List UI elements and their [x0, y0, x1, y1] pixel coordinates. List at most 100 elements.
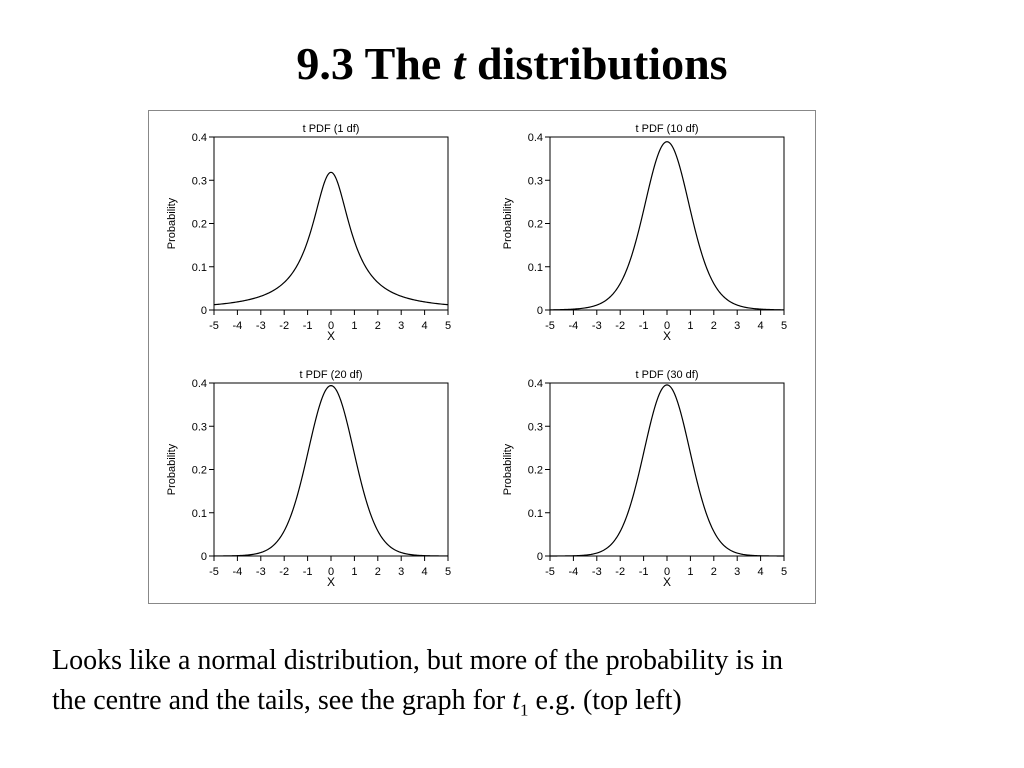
- x-tick-label: 1: [687, 566, 693, 578]
- caption-line-2-suffix: e.g. (top left): [528, 685, 682, 716]
- y-tick-label: 0.1: [192, 508, 207, 520]
- x-tick-label: 4: [422, 566, 428, 578]
- y-tick-label: 0.3: [528, 421, 543, 433]
- y-tick-label: 0.2: [528, 465, 543, 477]
- chart-title: t PDF (10 df): [636, 123, 699, 135]
- x-tick-label: -3: [592, 566, 602, 578]
- y-tick-label: 0.3: [528, 175, 543, 187]
- y-tick-label: 0: [537, 305, 543, 317]
- y-tick-label: 0.4: [528, 378, 543, 390]
- y-axis-label: Probability: [502, 443, 514, 495]
- x-tick-label: 3: [398, 566, 404, 578]
- figure-frame: t PDF (1 df) 0 0.1 0.2 0.3 0.4 -5 -4 -3 -2 -1 0 1 2 3 4…: [148, 110, 816, 604]
- y-tick-label: 0: [201, 551, 207, 563]
- x-tick-label: -5: [209, 566, 219, 578]
- x-tick-label: 4: [758, 566, 764, 578]
- x-tick-label: 5: [781, 320, 787, 332]
- y-tick-label: 0.1: [528, 508, 543, 520]
- y-tick-label: 0.2: [528, 219, 543, 231]
- slide-title-suffix: distributions: [465, 38, 728, 89]
- x-tick-label: 0: [664, 566, 670, 578]
- y-tick-label: 0.1: [192, 262, 207, 274]
- t-distribution-figure: t PDF (1 df) 0 0.1 0.2 0.3 0.4 -5 -4 -3 -2 -1 0 1 2 3 4…: [166, 123, 787, 589]
- caption-line-2-prefix: the centre and the tails, see the graph …: [52, 685, 513, 716]
- slide-title-prefix: 9.3 The: [296, 38, 453, 89]
- x-tick-label: -4: [569, 566, 579, 578]
- chart-panel-2: t PDF (10 df) 0 0.1 0.2 0.3 0.4 -5 -4 -3 -2 -1 0 1 2 3…: [502, 123, 787, 343]
- plot-frame: [549, 382, 785, 557]
- x-tick-label: -4: [233, 320, 243, 332]
- x-tick-label: 3: [398, 320, 404, 332]
- x-tick-label: -4: [233, 566, 243, 578]
- y-tick-label: 0.4: [528, 132, 543, 144]
- x-axis-label: X: [663, 329, 671, 343]
- y-axis-label: Probability: [166, 197, 178, 249]
- plot-frame: [549, 136, 785, 311]
- x-tick-label: -5: [545, 566, 555, 578]
- x-tick-label: -4: [569, 320, 579, 332]
- y-tick-label: 0.4: [192, 378, 207, 390]
- x-tick-label: 0: [328, 566, 334, 578]
- plot-frame: [213, 136, 449, 311]
- x-tick-label: 3: [734, 566, 740, 578]
- chart-panel-3: t PDF (20 df) 0 0.1 0.2 0.3 0.4 -5 -4 -3 -2 -1 0 1 2 3…: [166, 369, 451, 589]
- x-tick-label: 2: [375, 566, 381, 578]
- x-tick-label: -5: [209, 320, 219, 332]
- x-tick-label: -5: [545, 320, 555, 332]
- y-axis-label: Probability: [502, 197, 514, 249]
- x-tick-label: -1: [303, 320, 313, 332]
- x-tick-label: -3: [592, 320, 602, 332]
- caption-subscript: 1: [520, 700, 529, 720]
- x-tick-label: 0: [664, 320, 670, 332]
- x-tick-label: -2: [615, 320, 625, 332]
- x-tick-label: -3: [256, 566, 266, 578]
- caption-variable: t: [512, 685, 521, 716]
- chart-panel-4: t PDF (30 df) 0 0.1 0.2 0.3 0.4 -5 -4 -3 -2 -1 0 1 2 3…: [502, 369, 787, 589]
- density-curve: [549, 384, 785, 557]
- caption-line-1: Looks like a normal distribution, but mo…: [52, 645, 784, 676]
- y-tick-label: 0.2: [192, 219, 207, 231]
- x-tick-label: 2: [711, 566, 717, 578]
- y-axis-label: Probability: [166, 443, 178, 495]
- x-axis-label: X: [327, 329, 335, 343]
- y-tick-label: 0: [537, 551, 543, 563]
- x-tick-label: -1: [639, 566, 649, 578]
- slide-title-italic: t: [452, 38, 466, 89]
- y-tick-label: 0.3: [192, 421, 207, 433]
- chart-title: t PDF (30 df): [636, 369, 699, 381]
- plot-frame: [213, 382, 449, 557]
- density-curve: [213, 384, 449, 557]
- x-tick-label: 4: [422, 320, 428, 332]
- x-tick-label: 5: [781, 566, 787, 578]
- x-tick-label: 5: [445, 566, 451, 578]
- chart-panel-1: t PDF (1 df) 0 0.1 0.2 0.3 0.4 -5 -4 -3 -2 -1 0 1 2 3 4…: [166, 123, 451, 343]
- x-axis-label: X: [663, 575, 671, 589]
- x-tick-label: -2: [279, 320, 289, 332]
- y-tick-label: 0.3: [192, 175, 207, 187]
- x-tick-label: 4: [758, 320, 764, 332]
- x-tick-label: -2: [279, 566, 289, 578]
- x-tick-label: 1: [351, 566, 357, 578]
- x-tick-label: 3: [734, 320, 740, 332]
- x-tick-label: 2: [375, 320, 381, 332]
- density-curve: [213, 171, 449, 306]
- x-tick-label: -3: [256, 320, 266, 332]
- x-tick-label: -2: [615, 566, 625, 578]
- chart-title: t PDF (20 df): [300, 369, 363, 381]
- x-tick-label: -1: [303, 566, 313, 578]
- x-tick-label: -1: [639, 320, 649, 332]
- x-tick-label: 1: [687, 320, 693, 332]
- y-tick-label: 0.4: [192, 132, 207, 144]
- x-tick-label: 2: [711, 320, 717, 332]
- y-tick-label: 0.1: [528, 262, 543, 274]
- x-axis-label: X: [327, 575, 335, 589]
- density-curve: [549, 141, 785, 311]
- x-tick-label: 5: [445, 320, 451, 332]
- caption: Looks like a normal distribution, but mo…: [52, 641, 992, 731]
- slide-title: 9.3 The t distributions: [0, 34, 1024, 94]
- x-tick-label: 1: [351, 320, 357, 332]
- x-tick-label: 0: [328, 320, 334, 332]
- y-tick-label: 0.2: [192, 465, 207, 477]
- chart-title: t PDF (1 df): [303, 123, 360, 135]
- y-tick-label: 0: [201, 305, 207, 317]
